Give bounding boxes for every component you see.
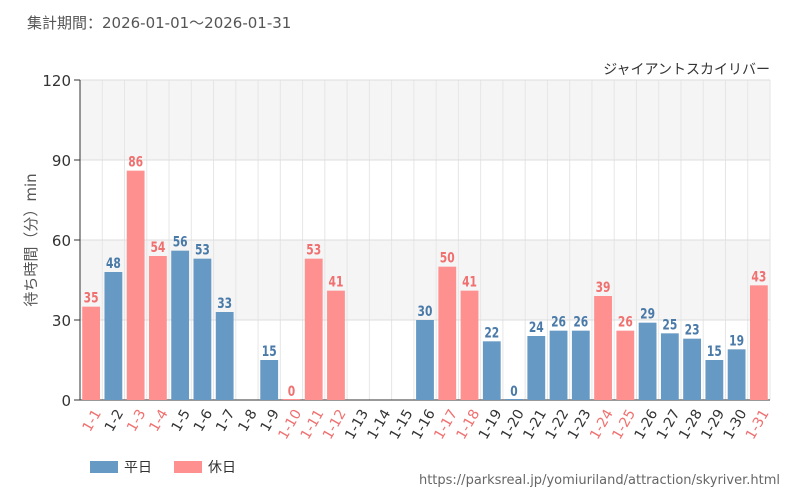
- bar-value-label: 54: [150, 240, 165, 256]
- y-tick-label: 30: [52, 312, 71, 330]
- bar-value-label: 56: [173, 235, 188, 251]
- bar: [705, 360, 724, 400]
- y-tick-label: 90: [52, 152, 71, 170]
- bar: [215, 312, 234, 400]
- bar: [304, 258, 323, 400]
- x-tick-label: 1-1: [80, 407, 105, 435]
- bar: [193, 258, 212, 400]
- x-tick-label: 1-8: [235, 407, 260, 435]
- bar-value-label: 39: [596, 280, 611, 296]
- source-url: https://parksreal.jp/yomiuriland/attract…: [418, 473, 780, 488]
- bar: [594, 296, 612, 400]
- y-tick-label: 0: [61, 392, 71, 410]
- bar: [660, 333, 679, 400]
- bar: [260, 360, 279, 400]
- x-tick-label: 1-31: [743, 407, 773, 443]
- bar-value-label: 15: [262, 344, 277, 360]
- bar-value-label: 23: [685, 323, 700, 339]
- bar-value-label: 26: [551, 315, 566, 331]
- legend-swatch-holiday: [174, 461, 202, 473]
- bar: [505, 399, 523, 400]
- y-axis-label: 待ち時間（分）min: [22, 173, 40, 306]
- bar: [126, 170, 145, 400]
- period-label: 集計期間：2026-01-01～2026-01-31: [27, 14, 292, 32]
- x-tick-label: 1-6: [191, 407, 216, 435]
- bar-value-label: 0: [288, 384, 295, 400]
- bar-value-label: 35: [84, 291, 99, 307]
- bar: [527, 336, 546, 400]
- bar-value-label: 24: [529, 320, 544, 336]
- bar: [327, 290, 345, 400]
- bar-value-label: 48: [106, 256, 121, 272]
- y-tick-label: 120: [42, 72, 71, 90]
- bar-value-label: 26: [618, 315, 633, 331]
- plot-band: [80, 160, 770, 240]
- chart-title: ジャイアントスカイリバー: [603, 62, 770, 78]
- bar-value-label: 19: [729, 333, 744, 349]
- bar: [460, 290, 479, 400]
- bar-value-label: 86: [128, 155, 143, 171]
- bar: [749, 285, 768, 400]
- bar-value-label: 29: [640, 307, 655, 323]
- plot-band: [80, 80, 770, 160]
- bar-value-label: 41: [462, 275, 477, 291]
- x-tick-label: 1-3: [124, 407, 149, 435]
- bar: [149, 256, 167, 400]
- y-tick-label: 60: [52, 232, 71, 250]
- x-tick-label: 1-7: [213, 407, 238, 435]
- bar: [171, 250, 190, 400]
- bar-value-label: 43: [751, 269, 766, 285]
- bar: [282, 399, 301, 400]
- bar-value-label: 50: [440, 251, 455, 267]
- bar: [571, 330, 590, 400]
- bar-value-label: 53: [195, 243, 210, 259]
- legend: 平日 休日: [90, 457, 258, 477]
- bar: [549, 330, 568, 400]
- bar-value-label: 22: [484, 325, 499, 341]
- bar: [438, 266, 457, 400]
- bar-value-label: 41: [329, 275, 344, 291]
- bar-value-label: 53: [306, 243, 321, 259]
- legend-item-holiday[interactable]: 休日: [174, 457, 236, 477]
- x-tick-label: 1-5: [169, 407, 194, 435]
- bar-value-label: 30: [418, 304, 433, 320]
- bar: [416, 320, 434, 400]
- legend-item-weekday[interactable]: 平日: [90, 457, 152, 477]
- legend-swatch-weekday: [90, 461, 118, 473]
- legend-label-holiday: 休日: [208, 460, 236, 476]
- bar: [82, 306, 101, 400]
- bar: [104, 272, 123, 400]
- bar-value-label: 15: [707, 344, 722, 360]
- bar-value-label: 25: [662, 317, 677, 333]
- legend-label-weekday: 平日: [124, 460, 152, 476]
- x-tick-label: 1-4: [146, 407, 171, 435]
- x-tick-label: 1-2: [102, 407, 127, 435]
- bar-value-label: 33: [217, 296, 232, 312]
- bar: [616, 330, 635, 400]
- bar: [683, 338, 701, 400]
- bar-value-label: 26: [573, 315, 588, 331]
- bar: [482, 341, 501, 400]
- bar-value-label: 0: [510, 384, 517, 400]
- bar: [638, 322, 657, 400]
- bar: [727, 349, 746, 400]
